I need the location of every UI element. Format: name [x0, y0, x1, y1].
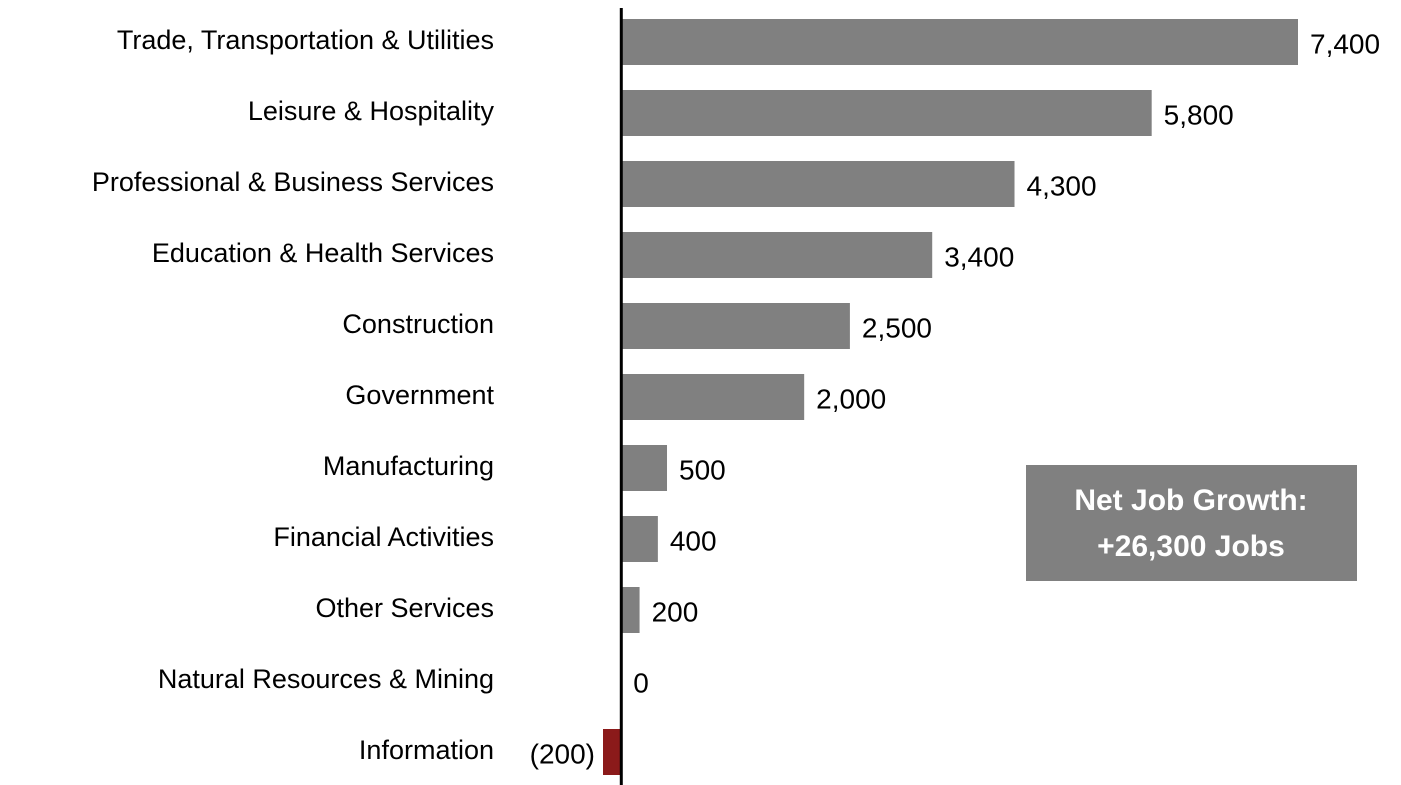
bar: [621, 19, 1298, 65]
bar: [621, 161, 1015, 207]
annotation-line: Net Job Growth:: [1074, 484, 1307, 517]
category-label: Construction: [342, 309, 494, 339]
annotation-box: [1026, 465, 1357, 581]
category-label: Manufacturing: [323, 451, 494, 481]
bar: [603, 729, 622, 775]
category-label: Education & Health Services: [152, 238, 494, 268]
category-label: Other Services: [315, 593, 494, 623]
category-label: Financial Activities: [273, 522, 494, 552]
bar: [621, 232, 933, 278]
category-label: Government: [345, 380, 494, 410]
category-label: Leisure & Hospitality: [248, 96, 495, 126]
bar: [621, 90, 1152, 136]
category-label: Trade, Transportation & Utilities: [117, 25, 494, 55]
value-label: 200: [652, 596, 699, 627]
value-label: (200): [530, 738, 595, 769]
value-label: 5,800: [1164, 99, 1234, 130]
category-label: Professional & Business Services: [92, 167, 494, 197]
bar: [621, 516, 658, 562]
value-label: 400: [670, 525, 717, 556]
value-label: 0: [633, 667, 649, 698]
annotation-line: +26,300 Jobs: [1097, 530, 1285, 563]
category-label: Information: [359, 735, 494, 765]
bar: [621, 303, 850, 349]
bar: [621, 587, 640, 633]
category-label: Natural Resources & Mining: [158, 664, 494, 694]
value-label: 3,400: [944, 241, 1014, 272]
value-label: 2,000: [816, 383, 886, 414]
bar: [621, 445, 668, 491]
value-label: 7,400: [1310, 28, 1380, 59]
value-label: 4,300: [1027, 170, 1097, 201]
value-label: 500: [679, 454, 726, 485]
value-label: 2,500: [862, 312, 932, 343]
bar: [621, 374, 805, 420]
